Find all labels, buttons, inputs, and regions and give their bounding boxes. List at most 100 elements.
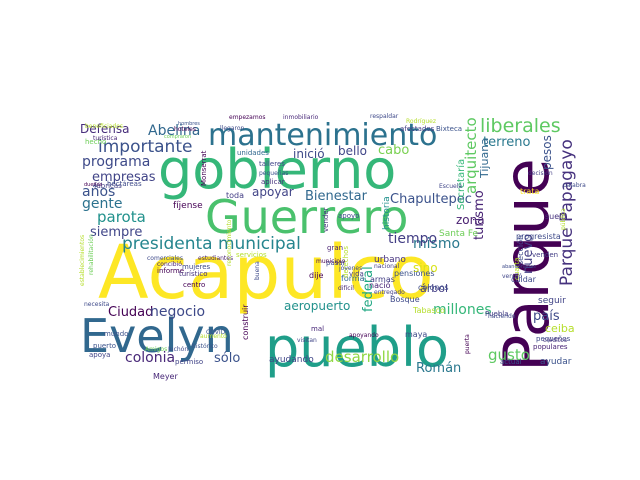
word: Ciudad <box>108 305 153 320</box>
word: buena <box>254 261 261 280</box>
word: Tabasco <box>412 306 445 315</box>
word: apoyar <box>252 185 294 199</box>
word: presidenta municipal <box>122 234 301 254</box>
word: estudiantes <box>198 255 233 262</box>
word: pública <box>560 208 567 230</box>
word: tiempo <box>388 231 437 247</box>
word: dije <box>309 271 324 280</box>
word: COVID <box>206 329 226 336</box>
word: talleres <box>259 160 285 168</box>
word: respaldar <box>370 113 399 120</box>
word: armas <box>370 275 395 284</box>
word: maya <box>405 330 427 339</box>
word: sino <box>413 261 438 275</box>
word: progresista <box>516 232 561 241</box>
word: afectados <box>400 125 435 133</box>
word: siempre <box>90 225 142 240</box>
word: cuidar <box>511 275 537 284</box>
word: unidades <box>237 149 269 157</box>
word: Monserrat <box>200 150 208 186</box>
word: desarrollo <box>325 348 399 366</box>
word: comerciales <box>147 255 183 262</box>
word: cuarta <box>513 258 521 281</box>
word: turística <box>93 135 118 142</box>
word: zona <box>456 213 485 227</box>
word: historia <box>382 196 392 230</box>
word: decisión <box>528 170 553 177</box>
word: vender <box>322 207 330 232</box>
word: derechos <box>342 246 350 278</box>
word: programa <box>82 154 150 170</box>
word: terreno <box>483 135 531 150</box>
word: vendió <box>502 273 523 280</box>
word: abandonadas <box>502 264 536 270</box>
word: árbol <box>420 282 448 295</box>
word: Parque <box>490 158 563 372</box>
word: turismo <box>472 190 487 240</box>
word: llegaron <box>220 125 245 132</box>
word: colonia <box>125 350 175 366</box>
word: hecho <box>85 138 106 146</box>
word: histórico <box>192 343 218 350</box>
word: ayudar <box>540 357 572 367</box>
word: permiso <box>175 358 203 366</box>
word: Rodríguez <box>406 118 436 125</box>
word: difícil <box>338 285 354 292</box>
word: inmobiliario <box>283 114 319 121</box>
word: apoyando <box>349 332 379 339</box>
word: pensiones <box>394 269 435 278</box>
word: puerto <box>93 342 116 350</box>
word: arquitecto <box>462 117 480 194</box>
word: Evelyn <box>80 309 234 363</box>
word: aplicar <box>261 178 285 186</box>
word: gran <box>327 244 343 252</box>
word: nació <box>369 280 391 290</box>
word: rehabilitación <box>88 234 95 275</box>
word: entregado <box>374 289 405 296</box>
word: parota <box>97 208 146 226</box>
word: Parque Papagayo <box>557 139 577 286</box>
word: forma <box>341 274 365 283</box>
word: mundo <box>104 330 128 338</box>
word: necesita <box>84 301 110 308</box>
word: sección <box>515 235 525 265</box>
word: establecimientos <box>79 235 86 286</box>
word: centro <box>183 281 205 289</box>
word: hombres <box>178 121 200 127</box>
word: aumentó <box>200 333 227 340</box>
word: fíjense <box>173 201 203 211</box>
word: empezamos <box>229 114 266 121</box>
word: informe <box>157 267 184 275</box>
word: Román <box>416 361 461 376</box>
word: construir <box>241 304 250 340</box>
word: toda <box>226 191 244 200</box>
word: suelo <box>545 212 566 221</box>
word: Defensa <box>80 122 129 136</box>
word: beneficiados <box>85 123 123 130</box>
word: Bosque <box>390 295 420 304</box>
word: gobierno <box>158 138 396 201</box>
word: federal <box>361 266 376 312</box>
word: apoyo <box>338 212 359 220</box>
word: pequeños <box>536 335 571 343</box>
word: Juchón <box>167 346 188 353</box>
word: mal <box>311 325 324 333</box>
word: empresas <box>92 170 156 185</box>
word: jóvenes <box>338 265 362 272</box>
word: compraron <box>164 134 191 140</box>
word: Bixteca <box>436 125 462 133</box>
word: mujeres <box>182 263 211 271</box>
word: gente <box>82 196 122 212</box>
word: pesos <box>540 135 554 170</box>
word: Escuela <box>439 183 462 190</box>
word: nuevo <box>521 234 536 274</box>
word: concibió <box>157 261 182 268</box>
word: colonos <box>418 283 449 292</box>
word: liberales <box>480 115 561 137</box>
word: inició <box>293 147 325 161</box>
word: Acapulco <box>98 230 434 316</box>
word: Tijuana <box>478 138 491 179</box>
word: Guerrero <box>205 190 408 244</box>
word: visitan <box>297 337 317 344</box>
